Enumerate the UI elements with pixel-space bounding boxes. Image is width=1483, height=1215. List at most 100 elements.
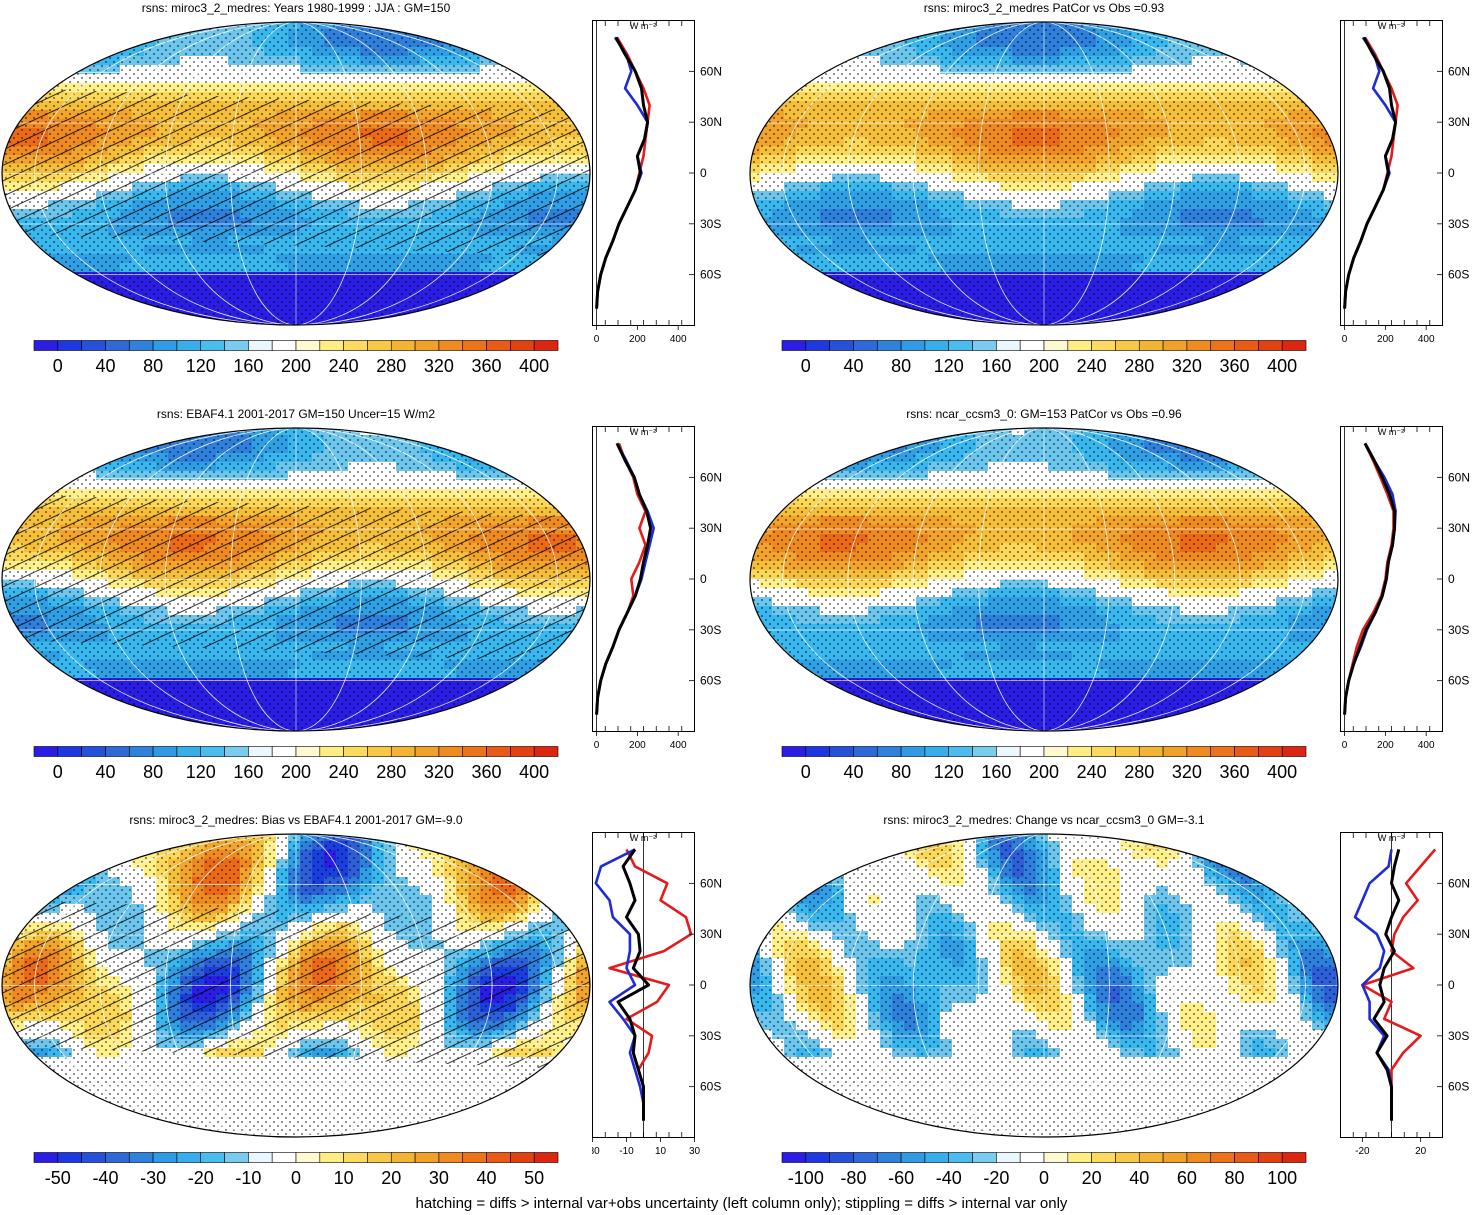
colorbar-tick-label: 40 <box>1129 1168 1149 1188</box>
colorbar-swatch <box>805 1152 830 1163</box>
colorbar-tick-label: 400 <box>519 762 549 782</box>
colorbar-swatch <box>248 746 273 757</box>
lat-tick-label: 60S <box>700 1080 721 1094</box>
colorbar-swatch <box>1210 340 1235 351</box>
zonal-x-tick-label: 200 <box>1377 334 1394 345</box>
colorbar-swatch <box>152 1152 178 1163</box>
panel-title: rsns: EBAF4.1 2001-2017 GM=150 Uncer=15 … <box>156 407 436 421</box>
colorbar-swatch <box>900 746 926 757</box>
colorbar-tick-label: 320 <box>424 356 454 376</box>
zonal-unit-label: W m⁻² <box>630 833 656 843</box>
colorbar-tick-label: -20 <box>188 1168 214 1188</box>
colorbar: -50 -40 -30 -20 -10 0 10 20 30 40 50 <box>33 1152 559 1188</box>
map-plot <box>1 21 591 326</box>
zonal-profile: W m⁻² 60N 30N 0 30S 60S 0 200 400 <box>1340 426 1470 751</box>
colorbar-tick-label: 40 <box>95 356 115 376</box>
zonal-series-3 <box>1372 849 1401 1121</box>
colorbar-swatch <box>200 746 225 757</box>
colorbar-tick-label: 200 <box>281 762 311 782</box>
colorbar-swatch <box>1067 1152 1092 1163</box>
colorbar-swatch <box>1091 1152 1116 1163</box>
colorbar-swatch <box>271 746 297 757</box>
zonal-unit-label: W m⁻² <box>1378 833 1404 843</box>
colorbar-swatch <box>924 746 950 757</box>
lat-tick-label: 30N <box>1448 521 1470 535</box>
colorbar-swatch <box>900 340 926 351</box>
zonal-x-tick-label: 0 <box>594 740 600 751</box>
colorbar-swatch <box>486 1152 511 1163</box>
colorbar-swatch <box>343 746 368 757</box>
panel-title: rsns: miroc3_2_medres: Change vs ncar_cc… <box>883 813 1205 827</box>
colorbar-swatch <box>1019 746 1045 757</box>
colorbar-swatch <box>972 340 997 351</box>
colorbar-swatch <box>1019 340 1045 351</box>
zonal-x-tick-label: 400 <box>670 740 687 751</box>
colorbar-swatch <box>781 340 807 351</box>
colorbar-swatch <box>972 746 997 757</box>
lat-tick-label: 30S <box>700 1029 721 1043</box>
colorbar: 0 40 80 120 160 200 240 280 320 360 400 <box>781 340 1307 376</box>
colorbar-tick-label: -80 <box>840 1168 866 1188</box>
colorbar-swatch <box>367 340 392 351</box>
colorbar-tick-label: 80 <box>891 356 911 376</box>
colorbar-swatch <box>853 746 878 757</box>
colorbar: 0 40 80 120 160 200 240 280 320 360 400 <box>33 340 559 376</box>
colorbar-swatch <box>1210 1152 1235 1163</box>
colorbar-swatch <box>948 746 973 757</box>
colorbar-swatch <box>1091 340 1116 351</box>
colorbar-swatch <box>510 340 535 351</box>
zonal-x-tick-label: 0 <box>594 334 600 345</box>
colorbar-tick-label: 20 <box>381 1168 401 1188</box>
colorbar-swatch <box>462 1152 487 1163</box>
lat-tick-label: 30N <box>700 115 722 129</box>
colorbar-tick-label: 160 <box>233 356 263 376</box>
colorbar-tick-label: 0 <box>801 356 811 376</box>
zonal-x-tick-label: 200 <box>629 740 646 751</box>
colorbar-swatch <box>510 746 535 757</box>
colorbar-tick-label: 40 <box>843 762 863 782</box>
colorbar-swatch <box>81 340 106 351</box>
lat-tick-label: 60S <box>700 268 721 282</box>
colorbar-swatch <box>1234 340 1259 351</box>
colorbar-swatch <box>319 340 344 351</box>
colorbar-swatch <box>271 1152 297 1163</box>
colorbar-tick-label: 200 <box>281 356 311 376</box>
colorbar-tick-label: 280 <box>376 356 406 376</box>
colorbar-swatch <box>924 1152 950 1163</box>
zonal-x-tick-label: 400 <box>1418 334 1435 345</box>
colorbar-tick-label: -60 <box>888 1168 914 1188</box>
colorbar-tick-label: 320 <box>1172 762 1202 782</box>
colorbar-swatch <box>319 746 344 757</box>
lat-tick-label: 30S <box>700 217 721 231</box>
colorbar-swatch <box>1115 746 1140 757</box>
colorbar-swatch <box>1138 340 1164 351</box>
colorbar-swatch <box>343 1152 368 1163</box>
colorbar-swatch <box>367 1152 392 1163</box>
colorbar-tick-label: 320 <box>1172 356 1202 376</box>
zonal-series-3 <box>1343 442 1397 715</box>
colorbar-tick-label: 280 <box>1124 762 1154 782</box>
colorbar-tick-label: 120 <box>934 762 964 782</box>
colorbar-swatch <box>105 746 130 757</box>
colorbar-swatch <box>1258 340 1283 351</box>
colorbar-tick-label: 0 <box>801 762 811 782</box>
zonal-x-tick-label: 400 <box>1418 740 1435 751</box>
panel-title: rsns: miroc3_2_medres: Bias vs EBAF4.1 2… <box>129 813 463 827</box>
figure-footer-note: hatching = diffs > internal var+obs unce… <box>415 1195 1068 1212</box>
colorbar-swatch <box>462 340 487 351</box>
colorbar-swatch <box>105 1152 130 1163</box>
colorbar-tick-label: 40 <box>477 1168 497 1188</box>
colorbar-swatch <box>176 746 202 757</box>
colorbar-swatch <box>128 1152 154 1163</box>
colorbar-tick-label: 100 <box>1267 1168 1297 1188</box>
lat-tick-label: 60N <box>700 470 722 484</box>
colorbar-swatch <box>1234 746 1259 757</box>
zonal-x-tick-label: 0 <box>1342 334 1348 345</box>
zonal-x-tick-label: 200 <box>1377 740 1394 751</box>
zonal-x-tick-label: 400 <box>670 334 687 345</box>
colorbar-swatch <box>414 746 440 757</box>
lat-tick-label: 60N <box>700 64 722 78</box>
colorbar-swatch <box>876 340 902 351</box>
colorbar-swatch <box>1258 1152 1283 1163</box>
panel-title: rsns: miroc3_2_medres PatCor vs Obs =0.9… <box>923 1 1165 15</box>
